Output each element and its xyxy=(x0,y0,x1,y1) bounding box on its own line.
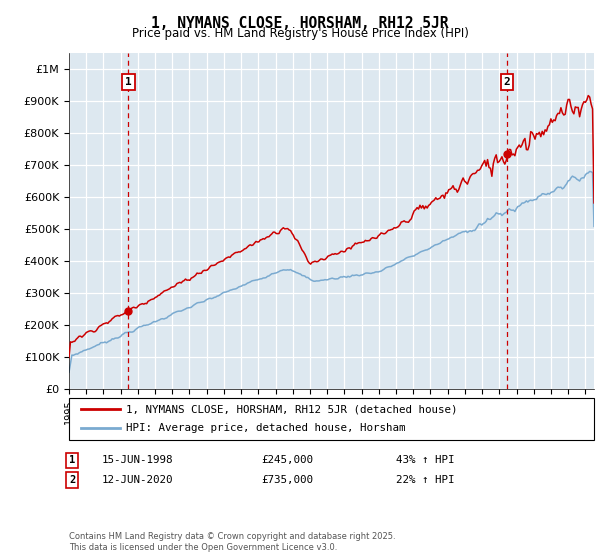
Text: 1, NYMANS CLOSE, HORSHAM, RH12 5JR: 1, NYMANS CLOSE, HORSHAM, RH12 5JR xyxy=(151,16,449,31)
Text: £735,000: £735,000 xyxy=(261,475,313,485)
Text: 1, NYMANS CLOSE, HORSHAM, RH12 5JR (detached house): 1, NYMANS CLOSE, HORSHAM, RH12 5JR (deta… xyxy=(126,404,458,414)
Text: 22% ↑ HPI: 22% ↑ HPI xyxy=(396,475,455,485)
Text: 2: 2 xyxy=(503,77,511,87)
Text: Price paid vs. HM Land Registry's House Price Index (HPI): Price paid vs. HM Land Registry's House … xyxy=(131,27,469,40)
Text: 2: 2 xyxy=(69,475,75,485)
Text: 12-JUN-2020: 12-JUN-2020 xyxy=(102,475,173,485)
Text: HPI: Average price, detached house, Horsham: HPI: Average price, detached house, Hors… xyxy=(126,423,406,433)
Text: Contains HM Land Registry data © Crown copyright and database right 2025.
This d: Contains HM Land Registry data © Crown c… xyxy=(69,532,395,552)
Text: £245,000: £245,000 xyxy=(261,455,313,465)
Text: 15-JUN-1998: 15-JUN-1998 xyxy=(102,455,173,465)
Text: 1: 1 xyxy=(69,455,75,465)
Text: 1: 1 xyxy=(125,77,132,87)
Text: 43% ↑ HPI: 43% ↑ HPI xyxy=(396,455,455,465)
